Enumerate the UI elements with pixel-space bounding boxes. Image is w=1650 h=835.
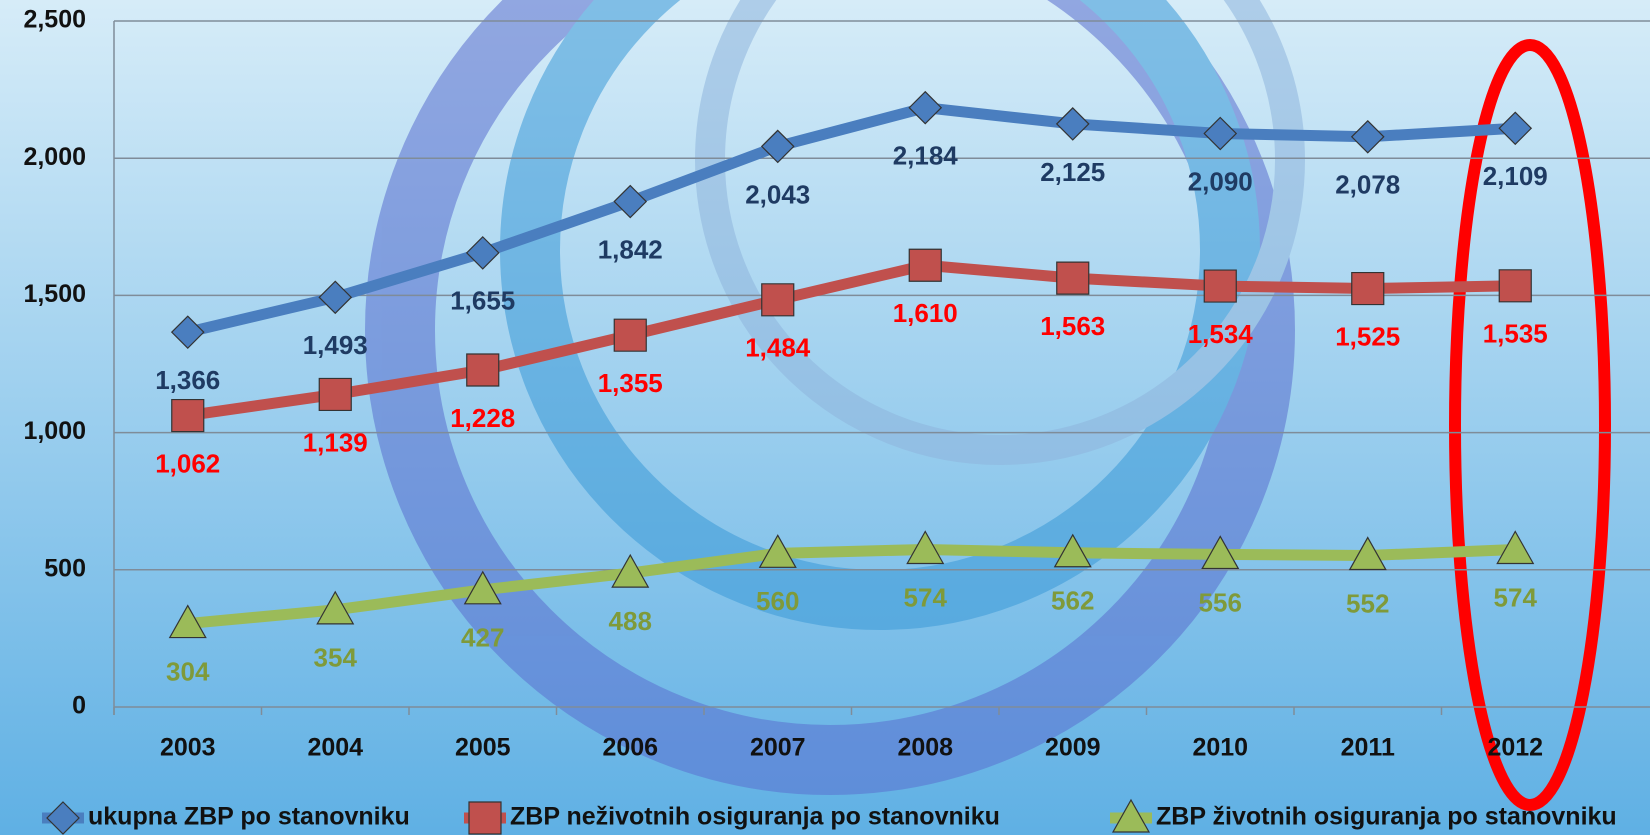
- data-label: 556: [1199, 587, 1242, 617]
- marker: [614, 319, 646, 351]
- x-tick-label: 2005: [455, 734, 511, 762]
- data-label: 2,125: [1040, 157, 1105, 187]
- data-label: 562: [1051, 586, 1094, 616]
- y-tick-label: 1,500: [23, 280, 86, 308]
- data-label: 1,610: [893, 298, 958, 328]
- y-tick-label: 2,000: [23, 143, 86, 171]
- data-label: 1,228: [450, 403, 515, 433]
- marker: [1057, 262, 1089, 294]
- legend-label: ZBP neživotnih osiguranja po stanovniku: [510, 803, 1000, 831]
- data-label: 1,842: [598, 234, 663, 264]
- y-tick-label: 1,000: [23, 417, 86, 445]
- data-label: 574: [1494, 582, 1538, 612]
- x-tick-label: 2007: [750, 734, 806, 762]
- x-tick-label: 2012: [1487, 734, 1543, 762]
- chart: 0 500 1,000 1,500 2,000 2,500 2003 2004 2005 2006…: [0, 0, 1650, 835]
- y-tick-label: 0: [72, 692, 86, 720]
- marker: [909, 249, 941, 281]
- background: [0, 0, 1650, 835]
- marker: [762, 284, 794, 316]
- data-label: 1,062: [155, 448, 220, 478]
- data-label: 552: [1346, 588, 1389, 618]
- marker: [172, 400, 204, 432]
- data-label: 1,525: [1335, 321, 1400, 351]
- data-label: 2,184: [893, 141, 959, 171]
- marker: [1352, 273, 1384, 305]
- data-label: 2,043: [745, 179, 810, 209]
- marker: [319, 378, 351, 410]
- x-tick-label: 2010: [1192, 734, 1248, 762]
- x-tick-label: 2003: [160, 734, 216, 762]
- data-label: 1,139: [303, 427, 368, 457]
- data-label: 354: [314, 643, 358, 673]
- legend-label: ukupna ZBP po stanovniku: [88, 803, 410, 831]
- x-tick-label: 2009: [1045, 734, 1101, 762]
- y-tick-label: 2,500: [23, 6, 86, 34]
- data-label: 2,078: [1335, 170, 1400, 200]
- legend-item: ZBP životnih osiguranja po stanovniku: [1110, 800, 1617, 832]
- data-label: 2,090: [1188, 166, 1253, 196]
- data-label: 574: [904, 582, 948, 612]
- x-tick-label: 2006: [602, 734, 658, 762]
- marker: [1499, 270, 1531, 302]
- x-tick-label: 2008: [897, 734, 953, 762]
- data-label: 1,535: [1483, 319, 1548, 349]
- data-label: 1,493: [303, 330, 368, 360]
- page: {"chart_data": {"type": "line", "categor…: [0, 0, 1650, 835]
- data-label: 1,534: [1188, 319, 1254, 349]
- legend-marker: [469, 802, 501, 834]
- data-label: 488: [609, 606, 652, 636]
- data-label: 1,655: [450, 286, 515, 316]
- data-label: 1,563: [1040, 311, 1105, 341]
- data-label: 560: [756, 586, 799, 616]
- legend-item: ukupna ZBP po stanovniku: [42, 802, 410, 834]
- legend-label: ZBP životnih osiguranja po stanovniku: [1156, 803, 1617, 831]
- data-label: 427: [461, 623, 504, 653]
- data-label: 1,484: [745, 333, 811, 363]
- marker: [1204, 270, 1236, 302]
- data-label: 2,109: [1483, 161, 1548, 191]
- data-label: 1,366: [155, 365, 220, 395]
- data-label: 1,355: [598, 368, 663, 398]
- data-label: 304: [166, 656, 210, 686]
- x-tick-label: 2004: [307, 734, 363, 762]
- marker: [467, 354, 499, 386]
- y-tick-label: 500: [44, 554, 86, 582]
- legend-item: ZBP neživotnih osiguranja po stanovniku: [464, 802, 1000, 834]
- x-tick-label: 2011: [1341, 734, 1395, 762]
